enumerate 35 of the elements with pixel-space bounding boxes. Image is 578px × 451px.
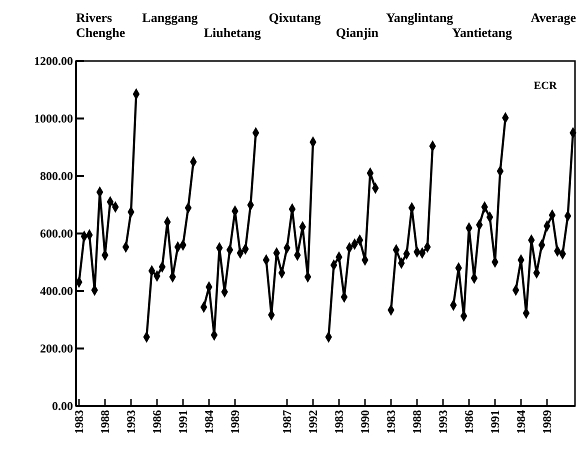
x-tick-label: 1983	[72, 410, 86, 434]
x-tick-label: 1991	[488, 410, 502, 434]
x-tick-label: 1988	[98, 410, 112, 434]
y-tick-label: 200.00	[40, 342, 73, 356]
x-tick-label: 1986	[462, 410, 476, 434]
y-tick-label: 0.00	[52, 399, 73, 414]
x-tick-label: 1991	[176, 410, 190, 434]
y-tick-label: 800.00	[40, 169, 73, 184]
x-tick-label: 1984	[514, 410, 528, 434]
text: Liuhetang	[204, 25, 262, 40]
y-tick-label: 600.00	[40, 226, 73, 241]
text: Qixutang	[268, 10, 322, 25]
x-tick-label: 1984	[202, 410, 216, 434]
x-tick-label: 1983	[384, 410, 398, 434]
text: Langgang	[142, 10, 198, 25]
text: Qianjin	[336, 25, 380, 40]
x-tick-label: 1992	[306, 410, 320, 434]
x-tick-label: 1986	[150, 410, 164, 434]
x-tick-label: 1990	[358, 410, 372, 434]
text: Rivers	[76, 10, 112, 25]
y-tick-label: 400.00	[40, 284, 73, 298]
x-tick-label: 1989	[228, 410, 242, 434]
text: Yanglintang	[386, 10, 454, 25]
x-tick-label: 1988	[410, 410, 424, 434]
y-tick-label: 1000.00	[34, 112, 73, 126]
x-tick-label: 1989	[540, 410, 554, 434]
text: Chenghe	[76, 25, 126, 40]
annotation: ECR	[534, 80, 558, 92]
x-tick-label: 1987	[280, 410, 294, 434]
text: Yantietang	[452, 25, 512, 40]
x-tick-label: 1983	[332, 410, 346, 434]
text: Average	[530, 10, 576, 25]
x-tick-label: 1993	[436, 410, 450, 434]
y-tick-label: 1200.00	[34, 54, 73, 68]
x-tick-label: 1993	[124, 410, 138, 434]
